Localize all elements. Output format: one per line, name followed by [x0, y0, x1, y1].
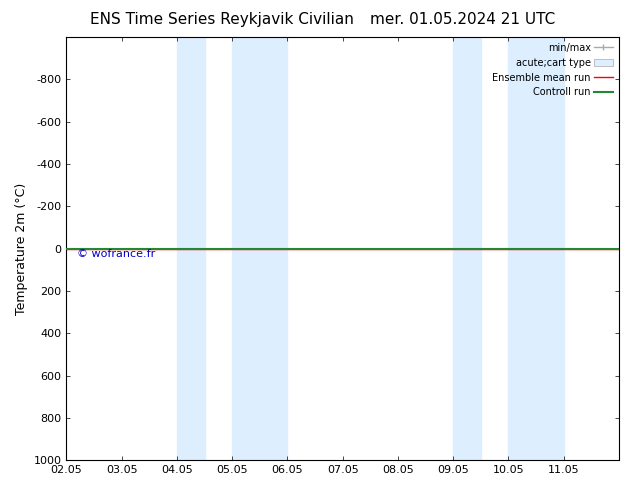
Text: © wofrance.fr: © wofrance.fr [77, 249, 156, 259]
Bar [177, 37, 205, 460]
Bar [232, 37, 287, 460]
Legend: min/max, acute;cart type, Ensemble mean run, Controll run: min/max, acute;cart type, Ensemble mean … [488, 39, 617, 101]
Y-axis label: Temperature 2m (°C): Temperature 2m (°C) [15, 182, 28, 315]
Bar [453, 37, 481, 460]
Text: mer. 01.05.2024 21 UTC: mer. 01.05.2024 21 UTC [370, 12, 555, 27]
Bar [508, 37, 564, 460]
Text: ENS Time Series Reykjavik Civilian: ENS Time Series Reykjavik Civilian [90, 12, 354, 27]
